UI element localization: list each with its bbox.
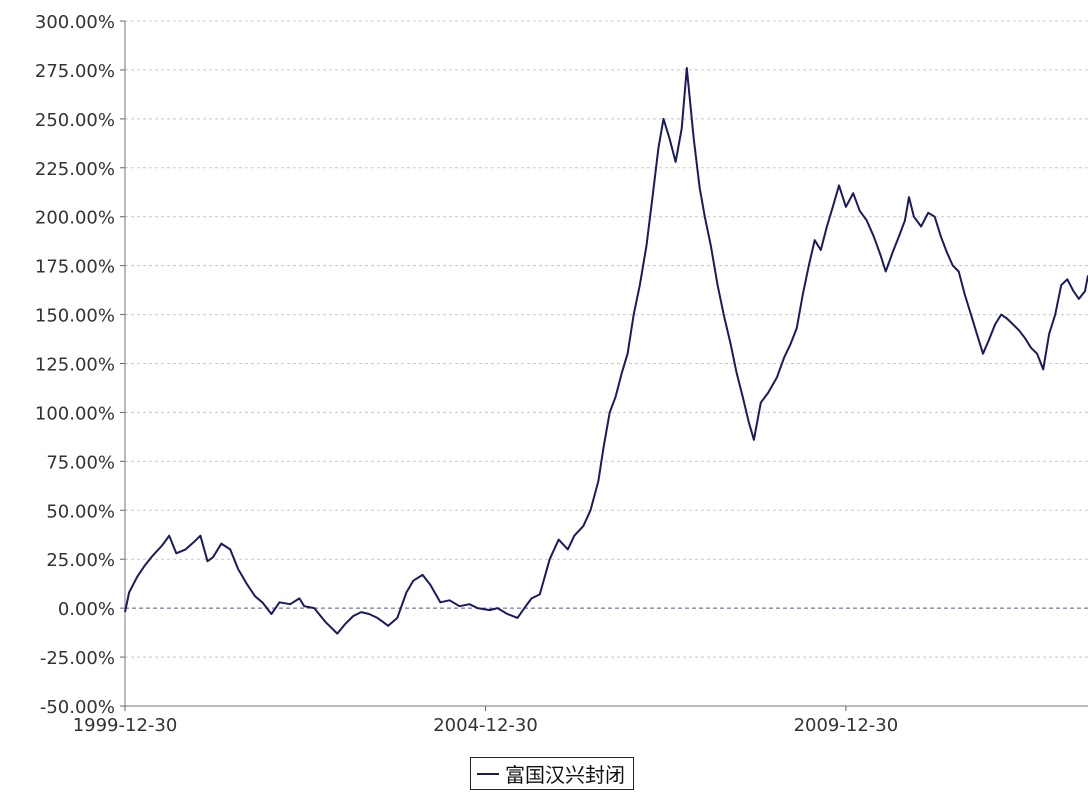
y-tick-label: 75.00% bbox=[46, 452, 115, 473]
y-tick-label: -50.00% bbox=[40, 697, 115, 718]
y-tick-label: 25.00% bbox=[46, 550, 115, 571]
x-tick-label: 2004-12-30 bbox=[433, 715, 538, 736]
legend-line-swatch bbox=[477, 772, 499, 775]
x-tick-label: 1999-12-30 bbox=[73, 715, 178, 736]
y-tick-label: 200.00% bbox=[35, 208, 115, 229]
x-tick-labels: 1999-12-30 2004-12-30 2009-12-30 bbox=[73, 706, 898, 736]
grid-lines bbox=[125, 20, 1088, 658]
y-tick-label: 275.00% bbox=[35, 61, 115, 82]
y-tick-label: 175.00% bbox=[35, 257, 115, 278]
y-tick-label: 100.00% bbox=[35, 403, 115, 424]
series-line bbox=[124, 67, 1088, 635]
y-tick-label: 250.00% bbox=[35, 110, 115, 131]
legend: 富国汉兴封闭 bbox=[470, 757, 634, 790]
y-tick-label: 125.00% bbox=[35, 355, 115, 376]
series-layer bbox=[124, 67, 1088, 635]
y-tick-label: 50.00% bbox=[46, 501, 115, 522]
y-tick-label: 0.00% bbox=[58, 599, 115, 620]
legend-label: 富国汉兴封闭 bbox=[505, 763, 625, 787]
y-tick-labels: -50.00% -25.00% 0.00% 25.00% 50.00% 75.00% 100… bbox=[35, 12, 125, 718]
y-tick-label: 225.00% bbox=[35, 159, 115, 180]
y-tick-label: 150.00% bbox=[35, 306, 115, 327]
y-tick-label: -25.00% bbox=[40, 648, 115, 669]
x-tick-label: 2009-12-30 bbox=[794, 715, 899, 736]
y-tick-label: 300.00% bbox=[35, 12, 115, 33]
